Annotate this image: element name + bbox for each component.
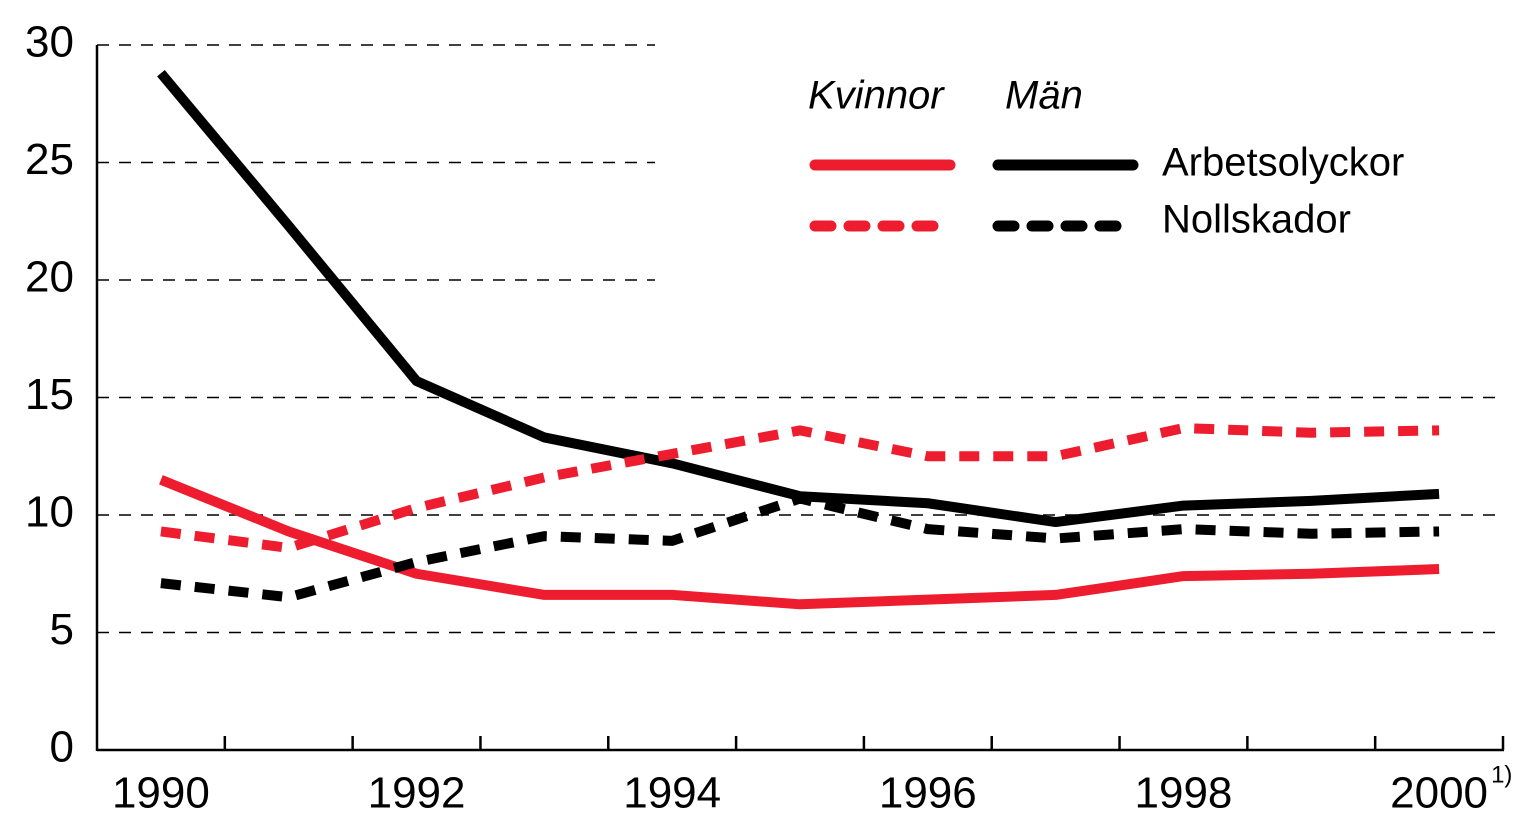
annotation: 1): [1491, 761, 1512, 788]
x-tick-label: 1996: [879, 769, 977, 814]
series-line: [160, 423, 1440, 553]
series-line: [159, 475, 1440, 610]
series-line: [160, 493, 1440, 603]
legend-label: Arbetsolyckor: [1162, 141, 1404, 185]
y-tick-label: 25: [25, 135, 74, 184]
y-tick-label: 30: [25, 18, 74, 67]
x-tick-label: 1998: [1135, 769, 1233, 814]
legend-label: Nollskador: [1162, 198, 1351, 242]
y-tick-label: 5: [50, 605, 74, 654]
x-tick-label: 2000: [1390, 769, 1488, 814]
y-tick-label: 10: [25, 488, 74, 537]
x-tick-label: 1992: [368, 769, 466, 814]
x-tick-label: 1990: [112, 769, 210, 814]
y-tick-label: 0: [50, 723, 74, 772]
legend-group: Män: [1005, 74, 1083, 118]
y-tick-label: 15: [25, 370, 74, 419]
y-tick-label: 20: [25, 253, 74, 302]
x-tick-label: 1994: [623, 769, 721, 814]
legend-group: Kvinnor: [808, 74, 945, 118]
